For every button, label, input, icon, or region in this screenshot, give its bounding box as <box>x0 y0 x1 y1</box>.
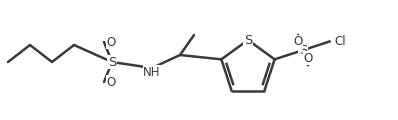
Text: S: S <box>244 33 252 46</box>
Text: O: O <box>106 36 116 48</box>
Text: S: S <box>108 55 116 69</box>
Text: O: O <box>106 75 116 89</box>
Text: Cl: Cl <box>334 35 345 48</box>
Text: S: S <box>299 44 307 57</box>
Text: O: O <box>304 52 313 65</box>
Text: NH: NH <box>143 66 161 78</box>
Text: O: O <box>294 35 303 48</box>
